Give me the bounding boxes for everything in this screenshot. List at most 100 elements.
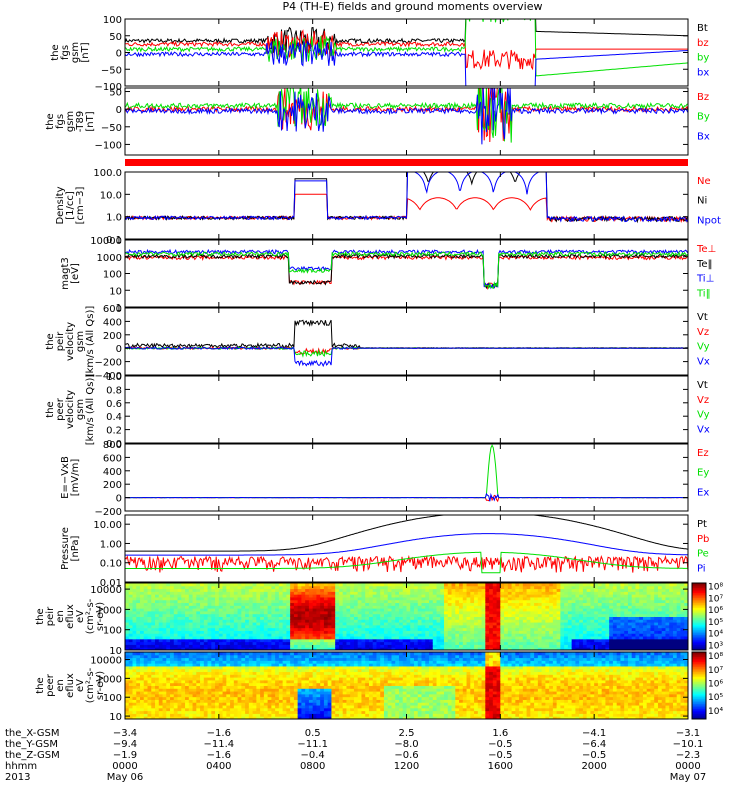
ytick-label: 10 (109, 286, 122, 297)
series-line-te⊥ (125, 254, 688, 291)
xaxis-zgsm-value: −1.6 (207, 750, 231, 761)
panel-frame (124, 18, 689, 87)
axis-label: the (45, 333, 56, 349)
axis-label: the (45, 113, 56, 129)
ytick-label: 10000 (90, 656, 122, 667)
legend-label: Bt (697, 23, 708, 34)
axis-label: gsm (75, 331, 86, 352)
axis-label: gsm (75, 399, 86, 420)
axis-label: eflux (65, 673, 76, 698)
xaxis-xgsm-value: −1.6 (207, 728, 231, 739)
legend-label: Npot (697, 215, 721, 226)
xaxis-date-label: May 07 (670, 772, 707, 783)
panel-7-data (125, 444, 688, 503)
panel-3-data (125, 172, 688, 224)
colorbar-tick-label: 10⁵ (708, 693, 723, 703)
ytick-label: 10.00 (93, 520, 122, 531)
axis-label: en (55, 610, 66, 623)
legend-label: Ni (697, 196, 707, 207)
legend-label: Pi (697, 563, 706, 574)
ytick-label: 0.4 (106, 412, 122, 423)
xaxis-xgsm-value: −3.4 (113, 728, 137, 739)
series-line-ti‖ (125, 250, 688, 290)
legend-label: Vx (697, 356, 710, 367)
xaxis-time-label: 0400 (206, 761, 231, 772)
xaxis-row-label: hhmm (5, 761, 37, 772)
ytick-label: 1.0 (106, 213, 122, 224)
series-line-npot (125, 172, 688, 223)
xaxis-zgsm-value: −1.9 (113, 750, 137, 761)
xaxis-time-label: 1200 (394, 761, 419, 772)
series-line-by (125, 19, 688, 77)
series-line-ti⊥ (125, 248, 688, 290)
ytick-label: 50 (109, 88, 122, 99)
colorbar-9 (691, 582, 707, 651)
xaxis-ygsm-value: −6.4 (582, 739, 606, 750)
legend-label: Pe (697, 549, 709, 560)
xaxis-row-label: the_X-GSM (5, 728, 59, 739)
legend-label: Te⊥ (696, 244, 716, 255)
panel-frame (124, 443, 689, 512)
axis-label: fgs (55, 114, 66, 129)
panel-10-data (125, 652, 688, 719)
ytick-label: 1.0 (106, 372, 122, 383)
axis-label: [nPa] (70, 535, 81, 561)
xaxis-ygsm-value: −11.1 (297, 739, 328, 750)
series-line-ez (125, 494, 688, 503)
xaxis-ygsm-value: −11.4 (204, 739, 235, 750)
ytick-label: 0.10 (100, 559, 122, 570)
legend-label: Ez (697, 448, 709, 459)
xaxis-time-label: 2000 (581, 761, 606, 772)
ytick-label: 1.00 (100, 539, 122, 550)
ytick-label: 10 (109, 646, 122, 657)
legend-label: Vz (697, 327, 709, 338)
axis-label: the (45, 401, 56, 417)
ytick-label: 10000 (90, 585, 122, 596)
series-line-by (125, 88, 688, 143)
axis-label: gsm (65, 111, 76, 132)
ytick-label: 10 (109, 712, 122, 723)
legend-label: Ti‖ (696, 288, 711, 299)
axis-label: [mV/m] (70, 459, 81, 497)
legend-label: bz (697, 38, 709, 49)
legend-label: Vy (697, 342, 710, 353)
axis-label: [1/cc] (65, 191, 76, 220)
axis-label: (cm²-s- (85, 598, 96, 634)
axis-label: [cm−3] (75, 187, 86, 225)
xaxis-row-label: the_Z-GSM (5, 750, 60, 761)
legend-label: Vz (697, 395, 709, 406)
ytick-label: 1000 (97, 605, 122, 616)
ytick-label: 100 (103, 15, 122, 26)
colorbar-tick-label: 10⁶ (708, 606, 723, 616)
series-line-bz (125, 29, 688, 71)
xaxis-ygsm-value: −9.4 (113, 739, 137, 750)
colorbar-tick-label: 10⁸ (708, 652, 723, 662)
ytick-label: −400 (95, 371, 122, 382)
series-line-pi (125, 533, 688, 556)
series-line-te‖ (125, 253, 688, 290)
axis-label: (cm²-s- (85, 667, 96, 703)
panel-1-data (125, 19, 688, 86)
axis-label: sr-eV) (95, 602, 106, 631)
axis-label: sr-eV) (95, 671, 106, 700)
axis-label: eflux (65, 604, 76, 629)
axis-label: [nT] (80, 42, 91, 62)
xaxis-xgsm-value: −4.1 (582, 728, 606, 739)
ytick-label: 0.8 (106, 385, 122, 396)
ytick-label: 1000 (97, 253, 122, 264)
legend-label: Vx (697, 424, 710, 435)
colorbar-10 (691, 651, 707, 720)
colorbar-tick-label: 10⁷ (708, 594, 723, 604)
panel-frame (124, 514, 689, 583)
xaxis-ygsm-value: −10.1 (673, 739, 704, 750)
axis-label: Pressure (60, 527, 71, 570)
panel-2-data (125, 88, 688, 145)
axis-label: velocity (65, 322, 76, 361)
legend-label: Vt (697, 312, 708, 323)
ytick-label: −50 (101, 123, 122, 134)
axis-label: peer (45, 673, 56, 697)
ytick-label: 1 (116, 303, 122, 314)
axis-label: -T89 (75, 111, 86, 133)
series-line-bz (125, 88, 688, 143)
xaxis-time-label: 0000 (112, 761, 137, 772)
